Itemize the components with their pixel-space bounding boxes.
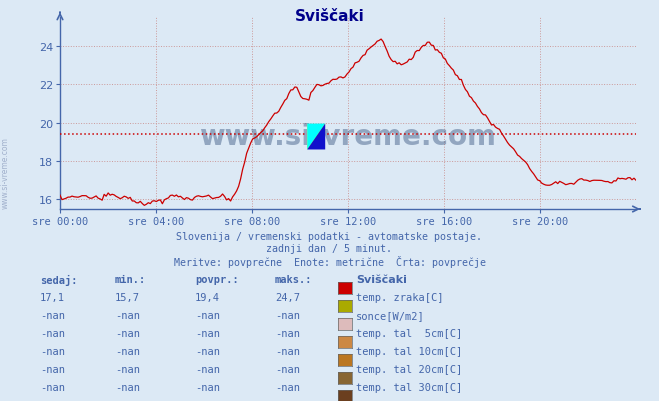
- Text: -nan: -nan: [275, 382, 300, 392]
- Text: -nan: -nan: [195, 328, 220, 338]
- Text: -nan: -nan: [115, 310, 140, 320]
- Text: temp. tal 30cm[C]: temp. tal 30cm[C]: [356, 382, 462, 392]
- Text: temp. tal  5cm[C]: temp. tal 5cm[C]: [356, 328, 462, 338]
- Text: -nan: -nan: [275, 328, 300, 338]
- Text: Slovenija / vremenski podatki - avtomatske postaje.: Slovenija / vremenski podatki - avtomats…: [177, 231, 482, 241]
- Text: -nan: -nan: [40, 364, 65, 374]
- Text: zadnji dan / 5 minut.: zadnji dan / 5 minut.: [266, 243, 393, 253]
- Text: -nan: -nan: [275, 310, 300, 320]
- Text: 17,1: 17,1: [40, 292, 65, 302]
- Text: -nan: -nan: [40, 328, 65, 338]
- Text: temp. tal 10cm[C]: temp. tal 10cm[C]: [356, 346, 462, 356]
- Text: temp. tal 20cm[C]: temp. tal 20cm[C]: [356, 364, 462, 374]
- Text: -nan: -nan: [195, 310, 220, 320]
- Text: 19,4: 19,4: [195, 292, 220, 302]
- Text: -nan: -nan: [40, 382, 65, 392]
- Text: maks.:: maks.:: [275, 274, 312, 284]
- Polygon shape: [307, 124, 325, 150]
- Text: temp. tal 50cm[C]: temp. tal 50cm[C]: [356, 400, 462, 401]
- Text: -nan: -nan: [275, 346, 300, 356]
- Polygon shape: [307, 124, 325, 150]
- Text: min.:: min.:: [115, 274, 146, 284]
- Text: -nan: -nan: [195, 400, 220, 401]
- Text: -nan: -nan: [275, 400, 300, 401]
- Text: -nan: -nan: [115, 382, 140, 392]
- Text: -nan: -nan: [115, 364, 140, 374]
- Text: sedaj:: sedaj:: [40, 274, 78, 286]
- Text: -nan: -nan: [195, 346, 220, 356]
- Text: Sviščaki: Sviščaki: [295, 9, 364, 24]
- Text: -nan: -nan: [40, 400, 65, 401]
- Text: -nan: -nan: [115, 400, 140, 401]
- Text: -nan: -nan: [275, 364, 300, 374]
- Bar: [307, 124, 325, 150]
- Text: -nan: -nan: [40, 310, 65, 320]
- Text: povpr.:: povpr.:: [195, 274, 239, 284]
- Text: www.si-vreme.com: www.si-vreme.com: [200, 123, 496, 151]
- Text: Meritve: povprečne  Enote: metrične  Črta: povprečje: Meritve: povprečne Enote: metrične Črta:…: [173, 255, 486, 267]
- Text: -nan: -nan: [195, 382, 220, 392]
- Text: 15,7: 15,7: [115, 292, 140, 302]
- Text: -nan: -nan: [195, 364, 220, 374]
- Text: 24,7: 24,7: [275, 292, 300, 302]
- Text: -nan: -nan: [115, 328, 140, 338]
- Text: sonce[W/m2]: sonce[W/m2]: [356, 310, 425, 320]
- Text: www.si-vreme.com: www.si-vreme.com: [1, 137, 10, 208]
- Text: -nan: -nan: [115, 346, 140, 356]
- Text: -nan: -nan: [40, 346, 65, 356]
- Text: Sviščaki: Sviščaki: [356, 274, 407, 284]
- Text: temp. zraka[C]: temp. zraka[C]: [356, 292, 444, 302]
